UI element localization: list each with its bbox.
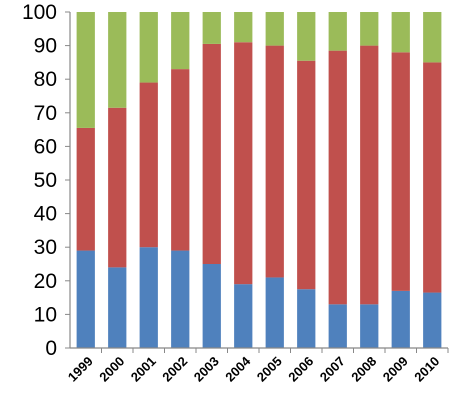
y-tick-label: 40 <box>34 203 57 226</box>
bar-segment-series-1-2008 <box>360 304 379 348</box>
bar-segment-series-3-2001 <box>139 12 158 83</box>
bar-segment-series-3-2008 <box>360 12 379 46</box>
bar-segment-series-2-1999 <box>76 127 95 251</box>
bar-segment-series-2-2009 <box>391 52 410 291</box>
bar-segment-series-1-2010 <box>423 292 442 348</box>
y-tick-label: 100 <box>22 1 57 24</box>
y-tick-label: 20 <box>34 270 57 293</box>
x-tick-label: 2010 <box>411 354 442 385</box>
bar-segment-series-1-2006 <box>297 289 316 348</box>
bar-segment-series-3-2004 <box>234 12 253 43</box>
x-tick-label: 2001 <box>128 354 159 385</box>
y-tick-label: 10 <box>34 303 57 326</box>
bar-segment-series-1-2004 <box>234 284 253 348</box>
x-tick-label: 2002 <box>159 354 190 385</box>
x-tick-label: 2006 <box>285 354 316 385</box>
bar-segment-series-1-2009 <box>391 290 410 348</box>
x-tick-label: 2009 <box>380 354 411 385</box>
bar-segment-series-1-2005 <box>265 277 284 348</box>
bar-segment-series-2-2000 <box>108 107 127 268</box>
bar-segment-series-3-2006 <box>297 12 316 61</box>
bar-segment-series-3-2009 <box>391 12 410 53</box>
bar-segment-series-3-2003 <box>202 12 221 44</box>
bar-segment-series-1-2000 <box>108 267 127 348</box>
bar-segment-series-1-1999 <box>76 250 95 348</box>
y-tick-label: 90 <box>34 35 57 58</box>
y-tick-label: 30 <box>34 236 57 259</box>
x-tick-label: 2005 <box>254 354 285 385</box>
x-tick-label: 2003 <box>191 354 222 385</box>
x-tick-label: 2007 <box>317 354 348 385</box>
y-tick-label: 50 <box>34 169 57 192</box>
y-tick-label: 0 <box>45 337 57 360</box>
y-tick-label: 80 <box>34 68 57 91</box>
bar-segment-series-1-2002 <box>171 250 190 348</box>
x-tick-label: 2004 <box>222 353 254 385</box>
y-tick-label: 60 <box>34 135 57 158</box>
bar-segment-series-3-2007 <box>328 12 347 51</box>
bar-segment-series-2-2010 <box>423 62 442 293</box>
bar-segment-series-2-2004 <box>234 42 253 285</box>
bar-segment-series-2-2006 <box>297 60 316 290</box>
bar-segment-series-3-2000 <box>108 12 127 108</box>
bar-segment-series-3-1999 <box>76 12 95 128</box>
y-axis-ticks: 0 10 20 30 40 50 60 70 80 90 100 <box>22 1 70 360</box>
x-tick-label: 1999 <box>65 354 96 385</box>
bar-segment-series-3-2005 <box>265 12 284 46</box>
bar-segment-series-2-2007 <box>328 50 347 305</box>
x-axis-ticks: 1999 2000 2001 2002 2003 2004 2005 2006 2007 2008… <box>65 348 449 385</box>
bar-segment-series-2-2001 <box>139 82 158 248</box>
bar-segment-series-1-2001 <box>139 247 158 348</box>
x-tick-label: 2000 <box>96 354 127 385</box>
bar-area <box>76 12 442 348</box>
bar-segment-series-3-2002 <box>171 12 190 70</box>
bar-segment-series-3-2010 <box>423 12 442 63</box>
bar-segment-series-2-2003 <box>202 43 221 264</box>
x-tick-label: 2008 <box>348 354 379 385</box>
bar-segment-series-1-2003 <box>202 264 221 348</box>
bar-segment-series-2-2008 <box>360 45 379 305</box>
bar-segment-series-2-2005 <box>265 45 284 278</box>
y-tick-label: 70 <box>34 102 57 125</box>
bar-segment-series-2-2002 <box>171 69 190 251</box>
bar-segment-series-1-2007 <box>328 304 347 348</box>
